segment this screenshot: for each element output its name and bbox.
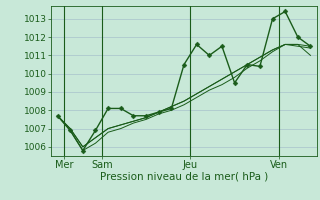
X-axis label: Pression niveau de la mer( hPa ): Pression niveau de la mer( hPa )	[100, 172, 268, 182]
